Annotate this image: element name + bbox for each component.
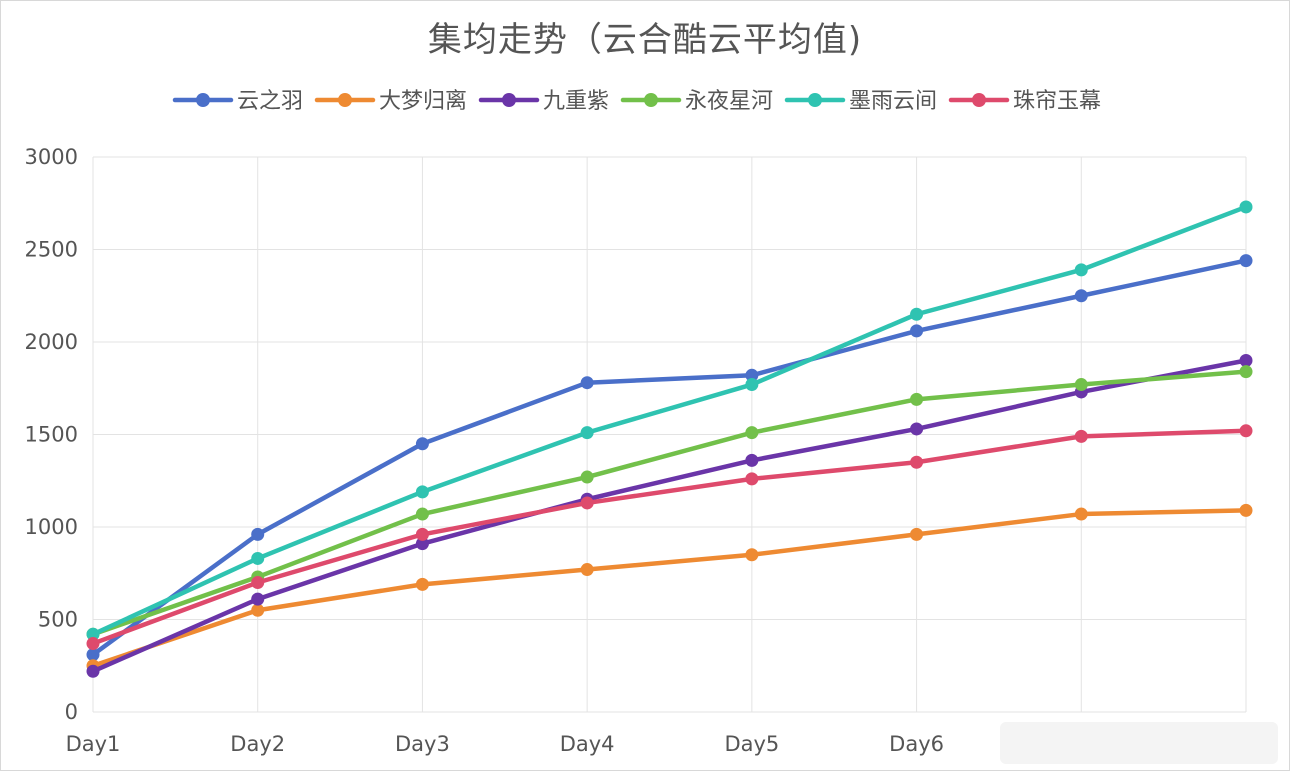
data-point[interactable] [1239, 254, 1253, 268]
data-point[interactable] [251, 576, 265, 589]
data-point[interactable] [745, 453, 759, 467]
legend-marker[interactable] [972, 93, 986, 107]
data-point[interactable] [1239, 354, 1253, 367]
data-point[interactable] [910, 324, 924, 338]
legend-marker[interactable] [808, 93, 822, 107]
series-line-2 [90, 358, 1249, 674]
data-point[interactable] [580, 563, 594, 577]
legend-label[interactable]: 九重紫 [543, 89, 609, 114]
x-tick-label: Day6 [889, 732, 944, 756]
series-line-5 [90, 428, 1249, 646]
data-point[interactable] [1239, 200, 1253, 214]
data-point[interactable] [86, 627, 100, 641]
data-point[interactable] [745, 368, 759, 382]
data-point[interactable] [251, 527, 265, 541]
legend-label[interactable]: 珠帘玉幕 [1013, 89, 1101, 114]
data-point[interactable] [251, 592, 265, 606]
y-tick-label: 3000 [25, 145, 78, 169]
data-point[interactable] [910, 455, 924, 469]
data-point[interactable] [910, 307, 924, 321]
data-point[interactable] [745, 378, 759, 392]
data-point[interactable] [415, 577, 429, 591]
data-point[interactable] [86, 648, 100, 662]
legend-label[interactable]: 永夜星河 [685, 89, 773, 114]
y-tick-label: 1500 [25, 423, 78, 447]
series-line-3 [90, 369, 1249, 637]
data-point[interactable] [86, 664, 100, 678]
data-point[interactable] [1074, 429, 1088, 443]
data-point[interactable] [910, 527, 924, 541]
data-point[interactable] [580, 470, 594, 484]
data-point[interactable] [415, 437, 429, 451]
watermark-overlay [1000, 722, 1278, 764]
data-point[interactable] [1239, 503, 1253, 517]
y-tick-label: 2500 [25, 238, 78, 262]
data-point[interactable] [580, 496, 594, 510]
x-tick-label: Day1 [66, 732, 121, 756]
x-tick-label: Day3 [395, 732, 450, 756]
y-tick-label: 2000 [25, 330, 78, 354]
data-point[interactable] [1239, 365, 1253, 379]
data-point[interactable] [415, 537, 429, 551]
series-line-0 [90, 258, 1249, 657]
data-point[interactable] [580, 376, 594, 390]
series-line-4 [90, 204, 1249, 637]
data-point[interactable] [1074, 507, 1088, 521]
data-point[interactable] [1074, 378, 1088, 392]
legend-marker[interactable] [644, 93, 658, 107]
data-point[interactable] [910, 392, 924, 406]
data-point[interactable] [415, 485, 429, 499]
data-point[interactable] [86, 637, 100, 651]
legend-marker[interactable] [338, 93, 352, 107]
data-point[interactable] [745, 426, 759, 440]
x-tick-label: Day4 [560, 732, 615, 756]
legend-marker[interactable] [196, 93, 210, 107]
data-point[interactable] [580, 426, 594, 440]
legend-label[interactable]: 墨雨云间 [849, 89, 937, 114]
data-point[interactable] [415, 527, 429, 541]
legend-marker[interactable] [502, 93, 516, 107]
chart-title: 集均走势（云合酷云平均值) [427, 20, 863, 60]
y-tick-label: 1000 [25, 515, 78, 539]
x-tick-label: Day5 [724, 732, 779, 756]
y-tick-label: 500 [38, 608, 78, 632]
data-point[interactable] [745, 472, 759, 486]
data-point[interactable] [415, 507, 429, 521]
series-line-1 [90, 508, 1249, 668]
y-tick-label: 0 [65, 700, 78, 724]
data-point[interactable] [1074, 263, 1088, 277]
data-point[interactable] [251, 551, 265, 565]
legend-label[interactable]: 云之羽 [237, 89, 303, 114]
x-tick-label: Day2 [230, 732, 285, 756]
data-point[interactable] [745, 548, 759, 562]
legend-label[interactable]: 大梦归离 [379, 89, 467, 114]
data-point[interactable] [251, 603, 265, 617]
data-point[interactable] [1074, 289, 1088, 303]
data-point[interactable] [910, 422, 924, 436]
data-point[interactable] [1239, 424, 1253, 438]
